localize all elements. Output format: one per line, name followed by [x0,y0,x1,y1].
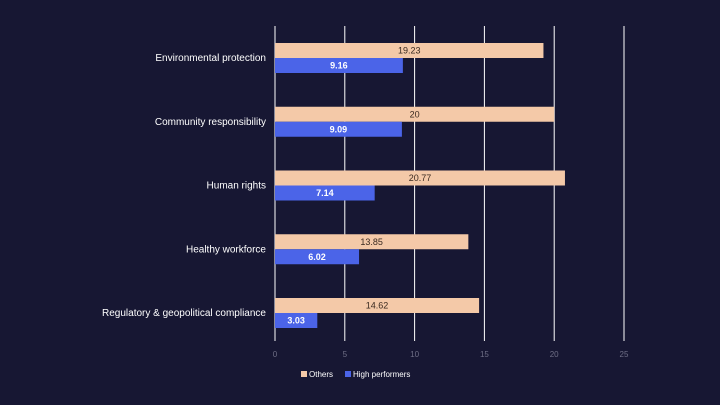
data-label: 14.62 [366,301,389,311]
bar-high-performers [275,121,402,137]
legend-swatch-others [301,371,307,377]
x-tick-label: 15 [480,350,489,359]
data-label: 3.03 [287,316,305,326]
data-label: 19.23 [398,46,421,56]
bar-high-performers [275,313,318,328]
bar-others [275,43,544,58]
bar-others [275,170,565,186]
x-tick-label: 25 [620,350,629,359]
data-label: 13.85 [360,237,383,247]
legend-label: High performers [353,370,410,379]
x-tick-label: 10 [410,350,419,359]
data-label: 20.77 [409,173,432,183]
category-label: Healthy workforce [186,244,266,255]
category-label: Human rights [207,181,266,192]
legend-swatch-high-performers [345,371,351,377]
legend: Others High performers [301,370,410,379]
bar-high-performers [275,58,403,73]
x-tick-label: 0 [273,350,278,359]
bar-others [275,298,480,313]
bar-others [275,106,555,122]
bar-high-performers [275,185,375,201]
data-label: 6.02 [308,252,326,262]
bars: 19.23 9.16 20 9.09 20.77 7.14 13.85 6.02 14.62 3.… [275,43,565,328]
data-label: 9.09 [330,124,348,134]
data-label: 20 [410,109,420,119]
x-tick-label: 5 [343,350,348,359]
bar-high-performers [275,249,360,265]
x-tick-label: 20 [550,350,559,359]
x-axis-ticks: 0 5 10 15 20 25 [273,350,629,359]
category-label: Regulatory & geopolitical compliance [102,308,266,319]
legend-label: Others [309,370,333,379]
category-label: Community responsibility [155,117,266,128]
data-label: 7.14 [316,188,334,198]
category-label: Environmental protection [155,53,266,64]
category-labels: Environmental protection Community respon… [102,53,266,319]
bar-others [275,234,469,250]
data-label: 9.16 [330,61,348,71]
